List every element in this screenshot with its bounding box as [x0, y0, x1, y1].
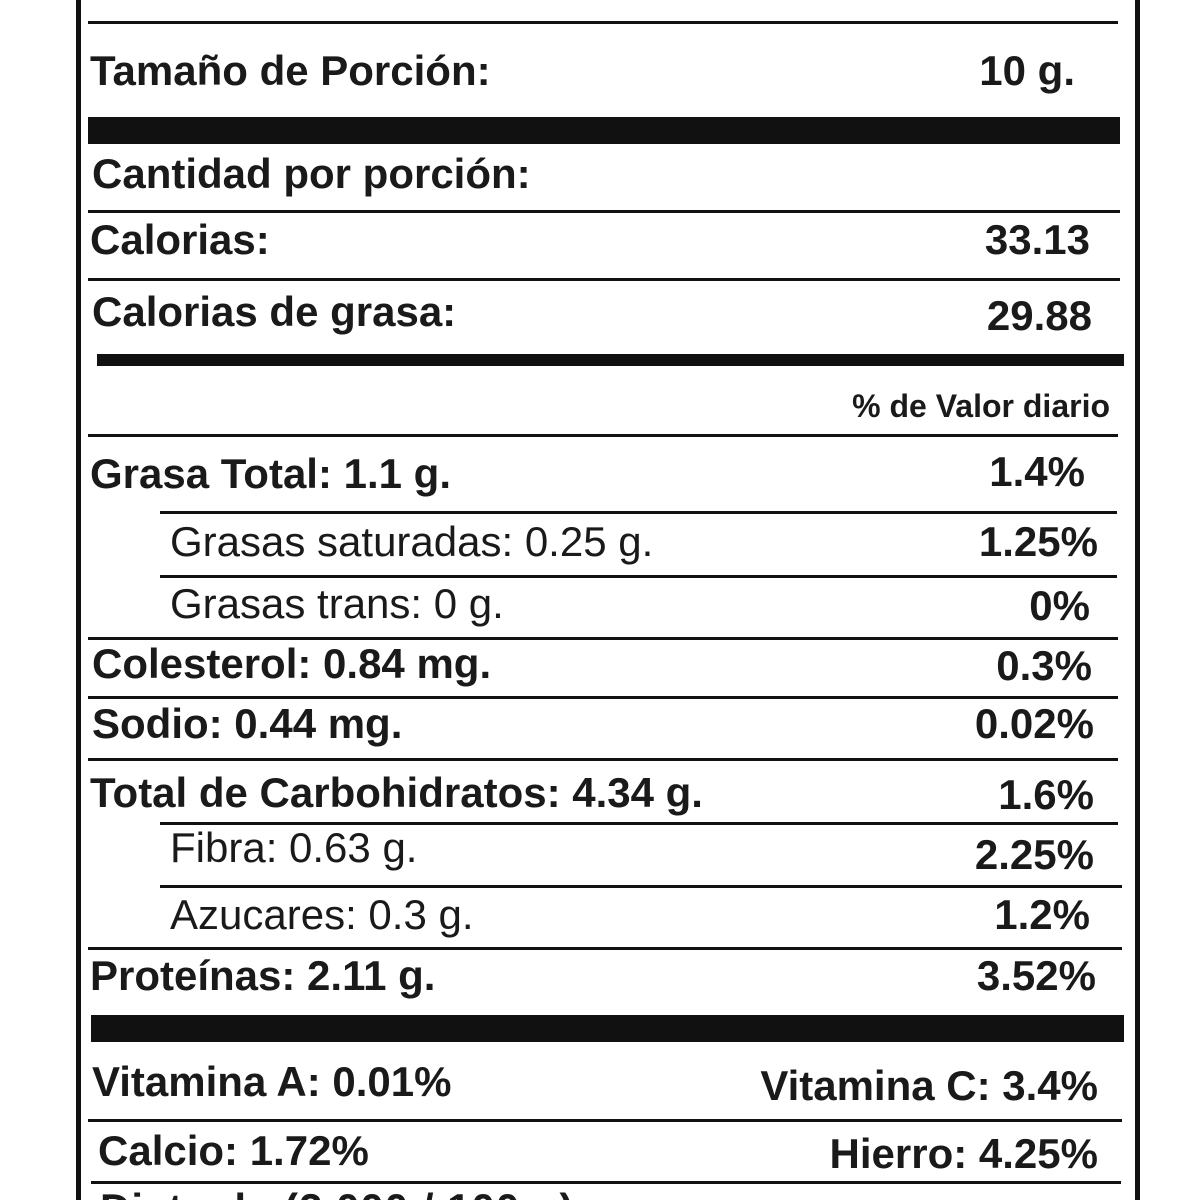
divider-thin — [91, 1181, 1121, 1184]
divider-thin — [88, 434, 1118, 437]
trans-fat-label: Grasas trans: 0 g. — [170, 580, 504, 627]
divider-thick — [88, 117, 1120, 144]
sugars-dv: 1.2% — [994, 891, 1090, 938]
divider-thin — [160, 885, 1122, 888]
trans-fat-dv: 0% — [1029, 582, 1090, 629]
sugars-label: Azucares: 0.3 g. — [170, 891, 474, 938]
clipped-bottom-text: Dieta de (2,000 / 100 g) — [100, 1185, 575, 1200]
iron-label: Hierro: 4.25% — [829, 1130, 1098, 1177]
clipped-top-text: — — [95, 0, 135, 15]
calcium-label: Calcio: 1.72% — [98, 1127, 369, 1174]
divider-thin — [88, 637, 1118, 640]
divider-thin — [88, 210, 1120, 213]
calories-value: 33.13 — [984, 216, 1090, 263]
divider-thin — [88, 758, 1118, 761]
divider-thin — [88, 1119, 1122, 1122]
sodium-label: Sodio: 0.44 mg. — [92, 700, 403, 747]
divider-thick — [91, 1015, 1124, 1042]
divider-thin — [160, 511, 1117, 514]
total-fat-dv: 1.4% — [989, 448, 1085, 495]
divider-medium — [97, 354, 1124, 366]
divider-thin — [88, 696, 1118, 699]
fat-calories-value: 29.88 — [986, 292, 1092, 339]
divider-thin — [160, 822, 1118, 825]
calories-label: Calorias: — [90, 216, 270, 263]
fat-calories-label: Calorias de grasa: — [92, 288, 457, 335]
amount-per-serving-header: Cantidad por porción: — [92, 150, 531, 197]
carbohydrates-label: Total de Carbohidratos: 4.34 g. — [90, 769, 703, 816]
fiber-label: Fibra: 0.63 g. — [170, 824, 418, 871]
serving-size-value: 10 g. — [979, 47, 1075, 94]
sodium-dv: 0.02% — [974, 700, 1094, 747]
daily-value-header: % de Valor diario — [852, 388, 1110, 424]
divider-thin — [160, 575, 1117, 578]
carbohydrates-dv: 1.6% — [998, 771, 1094, 818]
cholesterol-label: Colesterol: 0.84 mg. — [92, 640, 492, 687]
cholesterol-dv: 0.3% — [996, 642, 1092, 689]
total-fat-label: Grasa Total: 1.1 g. — [90, 450, 451, 497]
divider-thin — [88, 21, 1118, 24]
saturated-fat-dv: 1.25% — [978, 518, 1098, 565]
fiber-dv: 2.25% — [974, 831, 1094, 878]
divider-thin — [88, 947, 1122, 950]
divider-thin — [88, 278, 1120, 281]
vitamin-a-label: Vitamina A: 0.01% — [92, 1058, 452, 1105]
protein-label: Proteínas: 2.11 g. — [90, 952, 436, 999]
serving-size-label: Tamaño de Porción: — [90, 47, 491, 94]
nutrition-label-frame — [76, 0, 1140, 1200]
vitamin-c-label: Vitamina C: 3.4% — [760, 1062, 1098, 1109]
saturated-fat-label: Grasas saturadas: 0.25 g. — [170, 518, 654, 565]
protein-dv: 3.52% — [976, 952, 1096, 999]
